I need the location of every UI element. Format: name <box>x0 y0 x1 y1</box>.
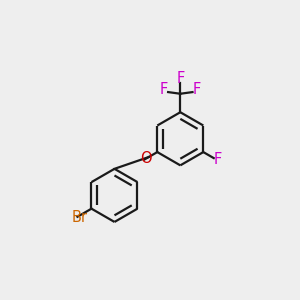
Text: F: F <box>159 82 168 97</box>
Text: O: O <box>140 151 152 166</box>
Text: F: F <box>176 71 184 86</box>
Text: Br: Br <box>71 210 87 225</box>
Text: F: F <box>193 82 201 97</box>
Text: F: F <box>214 152 222 167</box>
